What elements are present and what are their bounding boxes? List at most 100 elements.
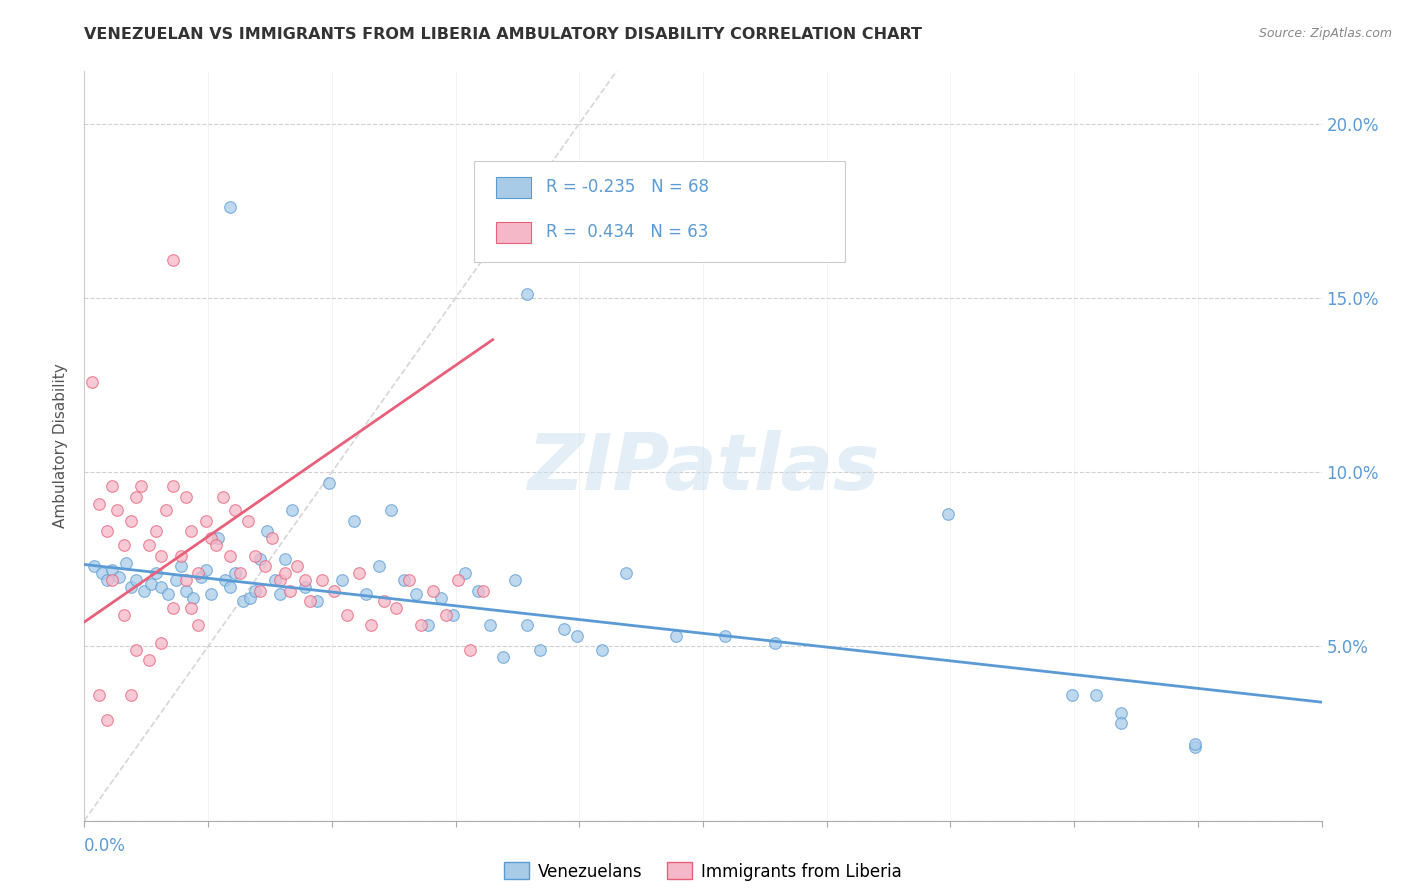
Point xyxy=(441,607,464,622)
Point xyxy=(200,587,222,601)
Point xyxy=(429,591,451,605)
Point xyxy=(262,532,284,546)
Point xyxy=(120,514,142,528)
Point xyxy=(409,618,432,632)
Text: VENEZUELAN VS IMMIGRANTS FROM LIBERIA AMBULATORY DISABILITY CORRELATION CHART: VENEZUELAN VS IMMIGRANTS FROM LIBERIA AM… xyxy=(84,27,922,42)
Point xyxy=(90,566,112,581)
Point xyxy=(232,594,254,608)
Text: 0.0%: 0.0% xyxy=(84,837,127,855)
Point xyxy=(330,573,353,587)
Legend: Venezuelans, Immigrants from Liberia: Venezuelans, Immigrants from Liberia xyxy=(498,855,908,888)
Point xyxy=(343,514,366,528)
Point xyxy=(194,563,217,577)
Point xyxy=(347,566,370,581)
Point xyxy=(454,566,477,581)
Bar xyxy=(496,222,531,243)
Text: R =  0.434   N = 63: R = 0.434 N = 63 xyxy=(546,224,709,242)
Point xyxy=(219,580,242,594)
Point xyxy=(180,601,202,615)
Point xyxy=(125,490,148,504)
Point xyxy=(1060,688,1083,702)
Point xyxy=(460,643,482,657)
Point xyxy=(318,475,340,490)
Point xyxy=(187,618,209,632)
Point xyxy=(422,583,444,598)
Point xyxy=(1109,706,1132,720)
Point xyxy=(356,587,378,601)
Point xyxy=(367,559,389,574)
Point xyxy=(145,524,167,539)
Point xyxy=(298,594,321,608)
Point xyxy=(96,524,118,539)
Point xyxy=(471,583,494,598)
Point xyxy=(224,503,246,517)
Point xyxy=(105,503,128,517)
Point xyxy=(174,573,197,587)
Point xyxy=(112,607,135,622)
Point xyxy=(373,594,395,608)
Point xyxy=(491,649,513,664)
Point xyxy=(418,618,440,632)
Point xyxy=(207,532,229,546)
Point xyxy=(108,570,131,584)
Point xyxy=(1184,740,1206,755)
Point xyxy=(269,587,291,601)
Point xyxy=(155,503,177,517)
Point xyxy=(1085,688,1108,702)
Point xyxy=(249,552,271,566)
Point xyxy=(89,688,111,702)
Point xyxy=(281,503,304,517)
Point xyxy=(190,570,212,584)
Point xyxy=(174,490,197,504)
Point xyxy=(614,566,637,581)
Point xyxy=(311,573,333,587)
Point xyxy=(565,629,588,643)
Y-axis label: Ambulatory Disability: Ambulatory Disability xyxy=(53,364,69,528)
Point xyxy=(323,583,346,598)
Point xyxy=(219,200,242,214)
Point xyxy=(115,556,138,570)
Point xyxy=(96,573,118,587)
Point xyxy=(150,580,173,594)
Point xyxy=(239,591,262,605)
Point xyxy=(214,573,236,587)
Point xyxy=(253,559,276,574)
Point xyxy=(194,514,217,528)
Point xyxy=(219,549,242,563)
Point xyxy=(380,503,402,517)
Point xyxy=(249,583,271,598)
Point xyxy=(398,573,420,587)
Point xyxy=(125,573,148,587)
Point xyxy=(150,549,173,563)
Point xyxy=(170,549,193,563)
Point xyxy=(385,601,408,615)
Point xyxy=(503,573,526,587)
Point xyxy=(243,549,266,563)
Point xyxy=(553,622,575,636)
Point xyxy=(96,713,118,727)
Point xyxy=(145,566,167,581)
Point xyxy=(1184,737,1206,751)
Point xyxy=(392,573,415,587)
Point xyxy=(138,538,160,552)
Point xyxy=(200,532,222,546)
Point xyxy=(141,576,163,591)
Point xyxy=(170,559,193,574)
Text: ZIPatlas: ZIPatlas xyxy=(527,431,879,507)
Point xyxy=(120,580,142,594)
Point xyxy=(180,524,202,539)
Point xyxy=(100,563,122,577)
Point xyxy=(243,583,266,598)
Point xyxy=(447,573,470,587)
Point xyxy=(274,552,297,566)
Point xyxy=(162,601,184,615)
Point xyxy=(125,643,148,657)
Point xyxy=(264,573,287,587)
Point xyxy=(89,496,111,510)
Point xyxy=(278,583,301,598)
Text: Source: ZipAtlas.com: Source: ZipAtlas.com xyxy=(1258,27,1392,40)
Point xyxy=(294,573,316,587)
Point xyxy=(174,583,197,598)
Point xyxy=(229,566,252,581)
Point xyxy=(157,587,180,601)
